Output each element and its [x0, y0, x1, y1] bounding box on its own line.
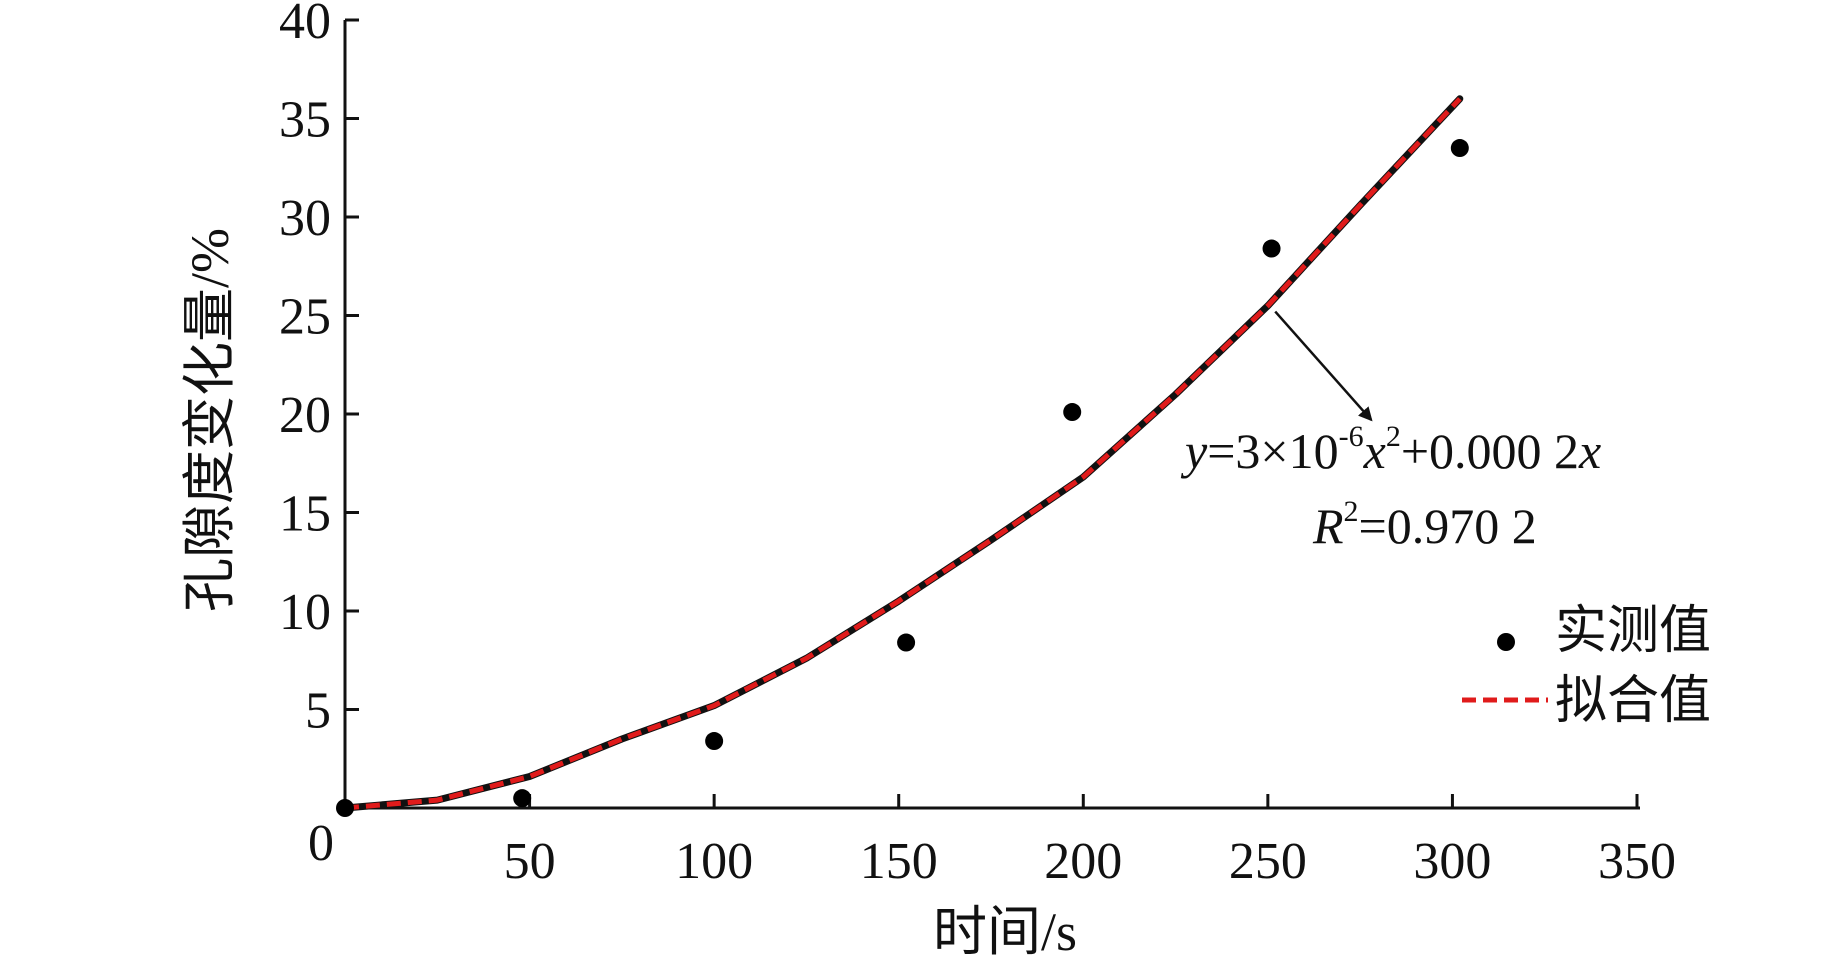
y-tick-label: 10	[279, 584, 331, 641]
x-tick-label: 0	[308, 815, 334, 872]
x-ticks: 0 50 100 150 200 250 300 350	[308, 794, 1676, 890]
x-tick-label: 250	[1229, 833, 1307, 890]
y-ticks: 5 10 15 20 25 30 35 40	[279, 0, 359, 740]
x-tick-label: 100	[675, 833, 753, 890]
data-point	[1063, 403, 1082, 422]
x-tick-label: 200	[1044, 833, 1122, 890]
x-tick-label: 350	[1598, 833, 1676, 890]
x-tick-label: 300	[1413, 833, 1491, 890]
legend-label-fit: 拟合值	[1555, 673, 1711, 730]
data-point	[513, 789, 532, 808]
fit-curve	[344, 97, 1462, 811]
legend: 实测值 拟合值	[1462, 603, 1711, 730]
annotation-arrow	[1274, 310, 1373, 422]
y-tick-label: 20	[279, 387, 331, 444]
y-tick-label: 40	[279, 0, 331, 50]
y-tick-label: 5	[305, 683, 331, 740]
fit-series	[341, 95, 1464, 812]
data-point	[705, 732, 724, 751]
measured-series	[336, 139, 1469, 817]
y-tick-label: 30	[279, 190, 331, 247]
y-axis-title: 孔隙度变化量/%	[180, 228, 240, 612]
data-point	[897, 633, 916, 652]
legend-marker-measured	[1497, 633, 1515, 651]
y-tick-label: 35	[279, 92, 331, 149]
r-squared: R2=0.970 2	[1312, 495, 1537, 554]
legend-label-measured: 实测值	[1555, 603, 1711, 660]
y-tick-label: 25	[279, 289, 331, 346]
y-tick-label: 15	[279, 486, 331, 543]
data-point	[1262, 239, 1281, 258]
x-axis-title: 时间/s	[933, 902, 1077, 961]
data-point	[1450, 139, 1469, 158]
data-point	[336, 799, 354, 817]
fit-equation: y=3×10-6x2+0.000 2x	[1180, 420, 1601, 479]
x-tick-label: 50	[504, 833, 556, 890]
x-tick-label: 150	[860, 833, 938, 890]
